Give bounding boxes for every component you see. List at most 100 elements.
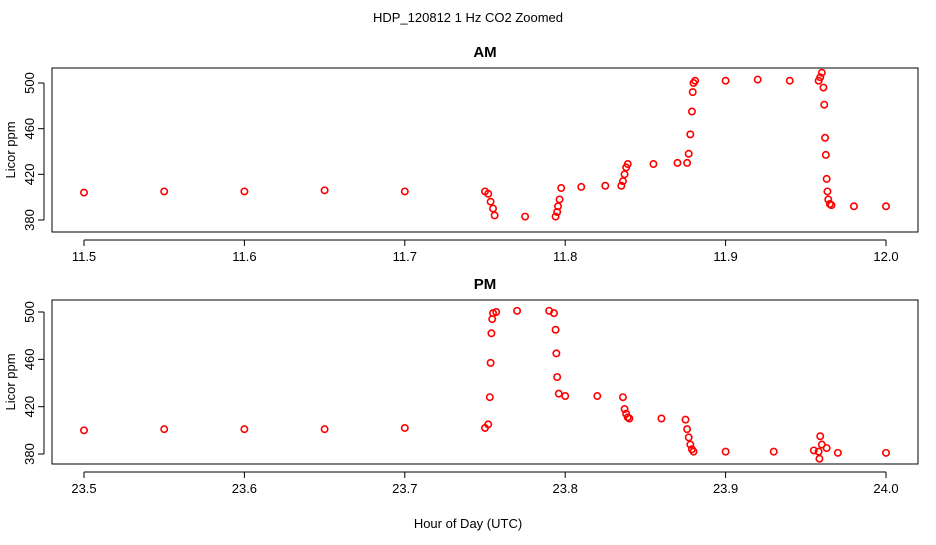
am-data-point	[490, 211, 499, 220]
am-x-tick-label: 11.7	[393, 249, 417, 264]
pm-x-tick-label: 24.0	[873, 481, 898, 496]
pm-data-point	[815, 454, 824, 463]
am-data-point	[827, 201, 836, 210]
am-x-tick-label: 11.6	[232, 249, 256, 264]
am-data-point	[820, 100, 829, 109]
x-axis-title: Hour of Day (UTC)	[414, 516, 522, 531]
am-data-point	[849, 202, 858, 211]
am-data-point	[577, 182, 586, 191]
am-data-point	[753, 75, 762, 84]
pm-data-point	[554, 389, 563, 398]
am-data-point	[688, 88, 697, 97]
am-panel: AM 11.5 11.6 11.7 11.8 11.9 12.0 380 420 460 500 Li…	[3, 44, 919, 264]
pm-data-point	[320, 425, 329, 434]
am-data-point	[601, 181, 610, 190]
pm-data-point	[881, 448, 890, 457]
am-data-point	[686, 130, 695, 139]
pm-data-point	[657, 414, 666, 423]
am-x-tick-label: 11.5	[72, 249, 96, 264]
am-panel-title: AM	[473, 44, 496, 61]
pm-x-tick-label: 23.7	[392, 481, 417, 496]
pm-y-tick-label: 460	[22, 348, 37, 370]
pm-data-point	[487, 329, 496, 338]
pm-data-point	[561, 392, 570, 401]
am-data-point	[819, 83, 828, 92]
am-data-point	[824, 195, 833, 204]
am-data-point	[617, 181, 626, 190]
pm-x-tick-label: 23.9	[713, 481, 738, 496]
pm-panel: PM 23.5 23.6 23.7 23.8 23.9 24.0 380 420 460 500 Li…	[3, 276, 919, 496]
pm-data-point	[593, 392, 602, 401]
pm-data-point	[620, 405, 629, 414]
am-data-point	[683, 158, 692, 167]
am-data-point	[160, 187, 169, 196]
am-y-tick-label: 460	[22, 118, 37, 140]
pm-data-point	[80, 426, 89, 435]
am-data-point	[649, 160, 658, 169]
pm-data-point	[809, 446, 818, 455]
figure-title: HDP_120812 1 Hz CO2 Zoomed	[373, 10, 563, 25]
pm-y-tick-label: 500	[22, 301, 37, 323]
pm-data-point	[240, 425, 249, 434]
am-y-tick-label: 380	[22, 209, 37, 231]
pm-data-point	[513, 306, 522, 315]
am-data-point	[400, 187, 409, 196]
pm-data-point	[160, 425, 169, 434]
pm-data-point	[492, 307, 501, 316]
pm-data-point	[484, 420, 493, 429]
pm-data-point	[400, 423, 409, 432]
am-data-point	[721, 76, 730, 85]
am-points	[80, 68, 890, 221]
pm-data-point	[683, 425, 692, 434]
am-data-point	[691, 76, 700, 85]
am-data-point	[80, 188, 89, 197]
am-data-point	[484, 189, 493, 198]
am-data-point	[881, 202, 890, 211]
am-data-point	[817, 68, 826, 77]
pm-data-point	[686, 440, 695, 449]
am-data-point	[557, 184, 566, 193]
am-data-point	[823, 187, 832, 196]
pm-points	[80, 306, 890, 463]
pm-data-point	[485, 393, 494, 402]
pm-data-point	[769, 447, 778, 456]
pm-data-point	[822, 444, 831, 453]
pm-data-point	[549, 309, 558, 318]
pm-x-tick-label: 23.8	[553, 481, 578, 496]
am-x-tick-label: 11.9	[713, 249, 737, 264]
pm-y-axis-title: Licor ppm	[3, 353, 18, 410]
am-data-point	[623, 160, 632, 169]
am-data-point	[551, 212, 560, 221]
pm-data-point	[551, 325, 560, 334]
pm-panel-title: PM	[474, 276, 497, 293]
am-x-tick-label: 11.8	[553, 249, 577, 264]
am-data-point	[816, 73, 825, 82]
pm-data-point	[618, 393, 627, 402]
am-data-point	[489, 204, 498, 213]
pm-data-point	[625, 414, 634, 423]
am-data-point	[673, 158, 682, 167]
am-y-tick-label: 500	[22, 72, 37, 94]
pm-data-point	[833, 448, 842, 457]
pm-y-tick-label: 380	[22, 443, 37, 465]
am-x-tick-label: 12.0	[873, 249, 898, 264]
pm-data-point	[486, 358, 495, 367]
pm-data-point	[684, 433, 693, 442]
am-data-point	[821, 150, 830, 159]
pm-y-tick-label: 420	[22, 396, 37, 418]
am-data-point	[320, 186, 329, 195]
pm-data-point	[721, 447, 730, 456]
pm-data-point	[553, 373, 562, 382]
am-data-point	[521, 212, 530, 221]
am-y-tick-label: 420	[22, 163, 37, 185]
am-data-point	[555, 195, 564, 204]
am-data-point	[821, 133, 830, 142]
am-data-point	[687, 107, 696, 116]
pm-x-tick-label: 23.5	[71, 481, 96, 496]
am-data-point	[620, 170, 629, 179]
pm-x-tick-label: 23.6	[232, 481, 257, 496]
am-plot-frame	[51, 67, 919, 233]
pm-plot-frame	[51, 299, 919, 465]
pm-data-point	[681, 415, 690, 424]
